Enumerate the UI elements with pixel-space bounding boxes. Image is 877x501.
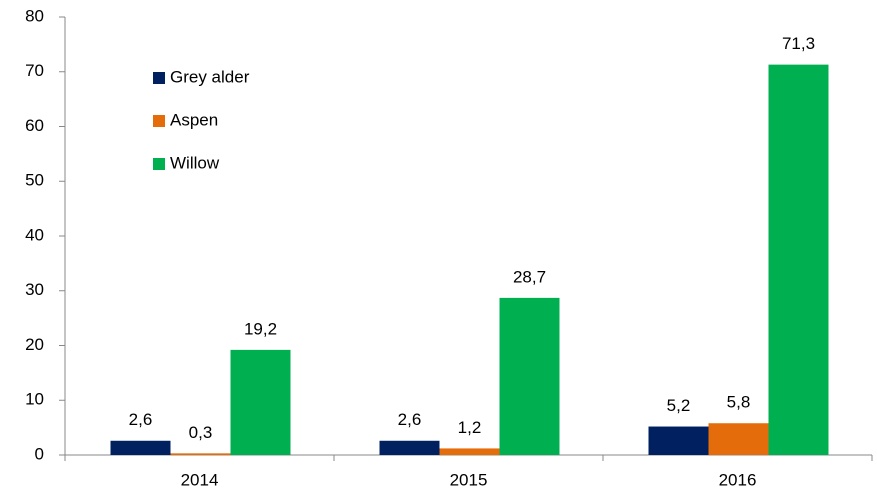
y-tick-label: 10 xyxy=(25,390,44,409)
value-label: 5,8 xyxy=(727,393,751,412)
value-label: 28,7 xyxy=(513,267,546,286)
legend-swatch xyxy=(153,72,165,84)
value-label: 19,2 xyxy=(244,319,277,338)
y-tick-label: 70 xyxy=(25,61,44,80)
legend-label: Aspen xyxy=(170,110,218,129)
bar xyxy=(110,440,171,455)
y-tick-label: 60 xyxy=(25,116,44,135)
bar xyxy=(708,423,769,455)
legend-label: Grey alder xyxy=(170,67,250,86)
bar xyxy=(439,448,500,455)
value-label: 0,3 xyxy=(189,423,213,442)
y-tick-label: 50 xyxy=(25,171,44,190)
value-label: 1,2 xyxy=(458,418,482,437)
y-tick-label: 30 xyxy=(25,280,44,299)
legend-swatch xyxy=(153,158,165,170)
x-tick-label: 2014 xyxy=(181,470,219,489)
value-label: 5,2 xyxy=(667,396,691,415)
bar xyxy=(230,349,291,455)
legend-label: Willow xyxy=(170,153,220,172)
y-tick-label: 40 xyxy=(25,225,44,244)
bar xyxy=(170,453,231,455)
x-tick-label: 2016 xyxy=(719,470,757,489)
y-tick-label: 20 xyxy=(25,335,44,354)
bar xyxy=(648,426,709,455)
x-tick-label: 2015 xyxy=(450,470,488,489)
bar xyxy=(499,297,560,455)
value-label: 2,6 xyxy=(129,410,153,429)
legend-swatch xyxy=(153,115,165,127)
y-tick-label: 80 xyxy=(25,6,44,25)
bar xyxy=(379,440,440,455)
value-label: 71,3 xyxy=(782,34,815,53)
value-label: 2,6 xyxy=(398,410,422,429)
bar xyxy=(768,64,829,455)
y-tick-label: 0 xyxy=(35,444,44,463)
